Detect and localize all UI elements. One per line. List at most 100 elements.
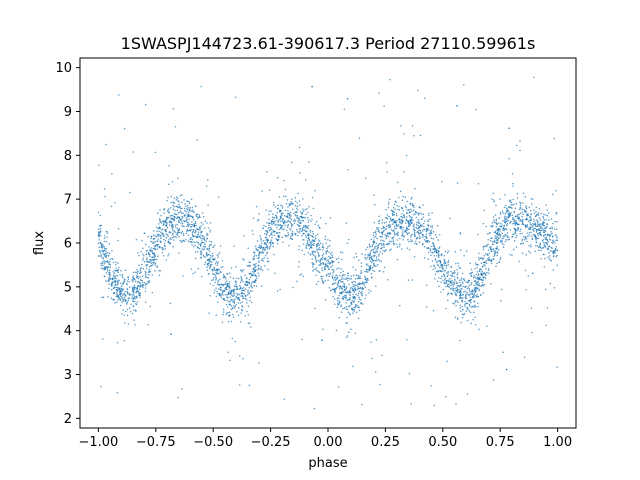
data-point (304, 230, 307, 232)
data-point (384, 249, 386, 252)
data-point (100, 264, 103, 266)
data-point (556, 221, 558, 223)
data-point (330, 266, 332, 268)
data-point (216, 283, 219, 286)
data-point (462, 285, 464, 288)
data-point (103, 246, 105, 248)
data-point (396, 239, 398, 241)
data-point (542, 238, 545, 241)
data-point (368, 245, 371, 247)
data-point (376, 228, 379, 231)
data-point (133, 288, 136, 291)
data-point (289, 211, 292, 213)
data-point (352, 266, 354, 269)
data-point (125, 303, 128, 305)
data-point (186, 223, 189, 226)
data-point (268, 235, 271, 237)
data-point (247, 265, 250, 267)
data-point (209, 266, 211, 268)
data-point (414, 213, 416, 215)
data-point (119, 299, 122, 301)
x-axis-label: phase (308, 456, 347, 471)
data-point (235, 265, 237, 268)
data-point (102, 243, 104, 246)
data-point (507, 219, 509, 222)
data-point (547, 241, 549, 243)
data-point (365, 248, 367, 251)
data-point (245, 298, 248, 301)
data-point (146, 261, 148, 263)
data-point (341, 258, 343, 261)
data-point (478, 257, 480, 259)
data-point (219, 288, 222, 291)
data-point (241, 306, 244, 308)
data-point (283, 215, 286, 217)
data-point (222, 285, 225, 287)
data-point (244, 288, 247, 290)
data-point (160, 237, 162, 240)
data-point (224, 299, 226, 302)
data-point (152, 237, 155, 240)
data-point (444, 277, 447, 279)
data-point (154, 262, 157, 265)
data-point (364, 270, 366, 273)
data-point (507, 210, 510, 212)
data-point (440, 264, 442, 267)
data-point (499, 225, 501, 227)
data-point (393, 213, 395, 216)
data-point (485, 267, 487, 270)
data-point (313, 240, 316, 242)
data-point (292, 220, 295, 222)
data-point (475, 277, 478, 279)
data-point (346, 316, 348, 319)
data-point (208, 267, 211, 269)
data-point (510, 220, 512, 223)
data-point (430, 385, 432, 387)
data-point (178, 221, 180, 224)
data-point (124, 299, 126, 301)
data-point (185, 214, 187, 216)
data-point (118, 94, 120, 96)
data-point (398, 245, 401, 248)
data-point (148, 252, 150, 255)
data-point (427, 225, 430, 227)
data-point (117, 281, 120, 284)
data-point (356, 288, 359, 291)
data-point (361, 286, 364, 289)
data-point (99, 230, 102, 232)
data-point (105, 230, 108, 233)
data-point (182, 234, 185, 236)
data-point (290, 235, 292, 238)
data-point (206, 237, 209, 239)
data-point (240, 275, 242, 278)
data-point (277, 221, 279, 224)
data-point (164, 220, 166, 223)
data-point (419, 224, 422, 226)
data-point (290, 202, 292, 205)
data-point (102, 296, 105, 298)
data-point (221, 321, 224, 323)
data-point (492, 379, 495, 381)
data-point (112, 261, 115, 264)
data-point (340, 287, 343, 290)
data-point (128, 286, 131, 288)
data-point (333, 279, 335, 281)
data-point (352, 309, 354, 311)
data-point (430, 265, 432, 268)
data-point (437, 253, 440, 255)
data-point (160, 221, 162, 223)
data-point (104, 249, 106, 251)
data-point (196, 139, 198, 141)
data-point (265, 239, 267, 241)
data-point (319, 216, 322, 219)
data-point (206, 247, 208, 250)
data-point (155, 235, 158, 238)
data-point (361, 294, 363, 297)
data-point (106, 268, 109, 270)
data-point (477, 273, 480, 276)
data-point (367, 265, 369, 267)
data-point (546, 225, 548, 228)
data-point (499, 198, 501, 200)
data-point (278, 231, 281, 234)
data-point (543, 245, 546, 247)
